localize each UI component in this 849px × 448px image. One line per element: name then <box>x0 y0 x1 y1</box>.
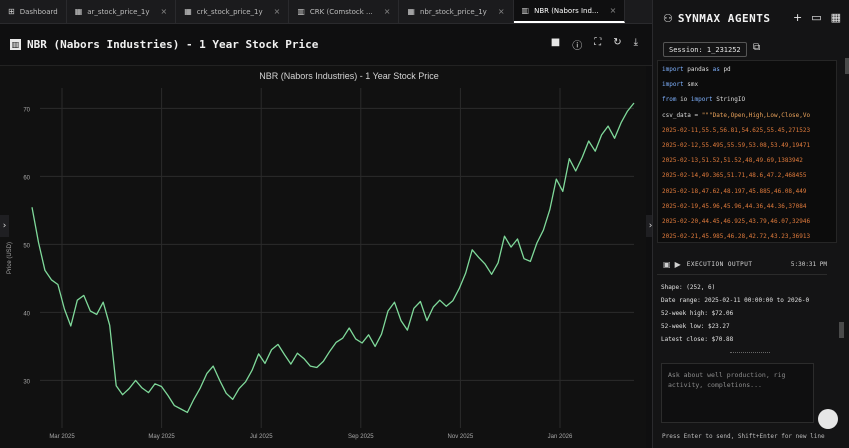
execution-time: 5:30:31 PM <box>790 261 827 268</box>
resize-handle[interactable] <box>730 352 770 354</box>
output-line: Date range: 2025-02-11 00:00:00 to 2026-… <box>661 297 810 304</box>
execution-output-title: EXECUTION OUTPUT <box>686 261 753 268</box>
x-tick-label: Mar 2025 <box>49 434 75 440</box>
session-badge: Session: 1_231252 <box>663 42 747 57</box>
price-line <box>31 102 635 414</box>
code-line: 2025-02-11,55.5,56.81,54.625,55.45,27152… <box>662 126 811 134</box>
page-title: NBR (Nabors Industries) - 1 Year Stock P… <box>27 38 319 51</box>
code-line: 2025-02-18,47.62,48.197,45.885,46.08,449 <box>662 187 807 195</box>
code-line: 2025-02-21,45.985,46.28,42.72,43.23,3691… <box>662 233 811 241</box>
y-axis-label: Price (USD) <box>7 242 13 274</box>
y-tick-label: 50 <box>23 243 30 249</box>
tab-1[interactable]: ▦ ar_stock_price_1y × <box>67 0 177 23</box>
output-line: Shape: (252, 6) <box>661 284 716 291</box>
close-icon[interactable]: × <box>383 7 391 16</box>
x-tick-label: Nov 2025 <box>448 434 474 440</box>
code-line: 2025-02-14,49.365,51.71,48.6,47.2,468455 <box>662 172 807 180</box>
output-line: 52-week low: $23.27 <box>661 323 730 330</box>
code-line: from io import StringIO <box>662 96 746 104</box>
collapse-left-handle[interactable]: › <box>0 215 9 237</box>
expand-icon[interactable]: ⛶ <box>594 37 602 48</box>
y-tick-label: 60 <box>23 175 30 181</box>
price-chart[interactable]: NBR (Nabors Industries) - 1 Year Stock P… <box>0 66 646 448</box>
tab-3[interactable]: ▥ CRK (Comstock ... × <box>289 0 400 23</box>
y-tick-label: 30 <box>23 379 30 385</box>
code-line: 2025-02-13,51.52,51.52,48,49.69,1383942 <box>662 157 803 165</box>
folder-icon[interactable]: ▭ <box>811 11 822 24</box>
table-icon: ▦ <box>184 7 192 16</box>
close-icon[interactable]: × <box>609 6 617 15</box>
tab-2[interactable]: ▦ crk_stock_price_1y × <box>176 0 290 23</box>
tab-label: nbr_stock_price_1y <box>419 7 487 16</box>
collapse-right-handle[interactable]: › <box>646 215 655 237</box>
tab-label: CRK (Comstock ... <box>309 7 373 16</box>
execution-output-header[interactable]: ▣ ▶ EXECUTION OUTPUT 5:30:31 PM <box>657 255 827 275</box>
code-line: 2025-02-12,55.495,55.59,53.08,53.49,1947… <box>662 142 811 150</box>
close-icon[interactable]: × <box>160 7 168 16</box>
tab-label: NBR (Nabors Ind... <box>534 6 599 15</box>
x-tick-label: Jan 2026 <box>548 434 573 440</box>
plot-background <box>40 88 634 428</box>
execution-output: Shape: (252, 6) Date range: 2025-02-11 00… <box>657 281 833 347</box>
code-line: import smx <box>662 81 699 89</box>
tab-label: Dashboard <box>19 7 58 16</box>
chart-header: ▥ NBR (Nabors Industries) - 1 Year Stock… <box>0 24 652 66</box>
chart-icon: ▥ <box>10 39 21 50</box>
close-icon[interactable]: × <box>497 7 505 16</box>
tab-label: crk_stock_price_1y <box>196 7 263 16</box>
plus-icon[interactable]: + <box>792 11 803 24</box>
chart-title: NBR (Nabors Industries) - 1 Year Stock P… <box>259 71 439 81</box>
code-line: csv_data = """Date,Open,High,Low,Close,V… <box>662 111 811 119</box>
output-line: Latest close: $70.88 <box>661 336 734 343</box>
chat-input[interactable]: Ask about well production, rig activity,… <box>661 363 814 423</box>
tab-0[interactable]: ⊞ Dashboard <box>0 0 67 23</box>
x-tick-label: Sep 2025 <box>348 434 374 440</box>
y-tick-label: 70 <box>23 107 30 113</box>
code-scrollbar[interactable] <box>845 58 849 74</box>
code-line: import pandas as pd <box>662 66 731 73</box>
expand-arrow-icon: ▶ <box>674 260 681 269</box>
panel-actions: + ▭ ▦ <box>793 11 841 24</box>
copy-icon[interactable]: ⧉ <box>753 42 761 53</box>
download-icon[interactable]: ⤓ <box>633 37 638 48</box>
agents-icon: ⚇ <box>663 11 673 25</box>
close-icon[interactable]: × <box>273 7 281 16</box>
panel-header: ⚇ SYNMAX AGENTS <box>653 0 849 36</box>
code-line: 2025-02-19,45.96,45.96,44.36,44.36,37084 <box>662 202 807 210</box>
code-block[interactable]: import pandas as pd import smx from io imp… <box>657 60 837 243</box>
panel-title: SYNMAX AGENTS <box>677 11 771 25</box>
output-scrollbar[interactable] <box>839 322 844 338</box>
send-button[interactable] <box>818 409 838 429</box>
tab-4[interactable]: ▦ nbr_stock_price_1y × <box>399 0 514 23</box>
output-line: 52-week high: $72.06 <box>661 310 734 317</box>
chart-area: NBR (Nabors Industries) - 1 Year Stock P… <box>0 66 646 448</box>
calendar-icon[interactable]: ▦ <box>830 11 841 24</box>
table-icon: ▦ <box>407 7 415 16</box>
stop-icon[interactable]: ■ <box>550 37 561 48</box>
chart-icon: ▥ <box>297 7 305 16</box>
info-icon[interactable]: ⓘ <box>572 41 583 52</box>
input-hint: Press Enter to send, Shift+Enter for new… <box>662 433 825 440</box>
x-tick-label: Jul 2025 <box>250 434 273 440</box>
terminal-icon: ▣ <box>663 260 671 269</box>
tab-5[interactable]: ▥ NBR (Nabors Ind... × <box>513 0 626 23</box>
table-icon: ▦ <box>74 7 83 16</box>
grid-icon: ⊞ <box>8 7 15 16</box>
chart-actions: ■ ⓘ ⛶ ↻ ⤓ <box>551 37 638 52</box>
x-tick-label: May 2025 <box>148 434 175 440</box>
refresh-icon[interactable]: ↻ <box>613 37 622 48</box>
code-line: 2025-02-20,44.45,46.925,43.79,46.07,3294… <box>662 218 811 226</box>
chart-icon: ▥ <box>521 6 530 15</box>
tab-bar: ⊞ Dashboard ▦ ar_stock_price_1y × ▦ crk_stock_… <box>0 0 652 24</box>
y-tick-label: 40 <box>23 311 30 317</box>
tab-label: ar_stock_price_1y <box>87 7 150 16</box>
